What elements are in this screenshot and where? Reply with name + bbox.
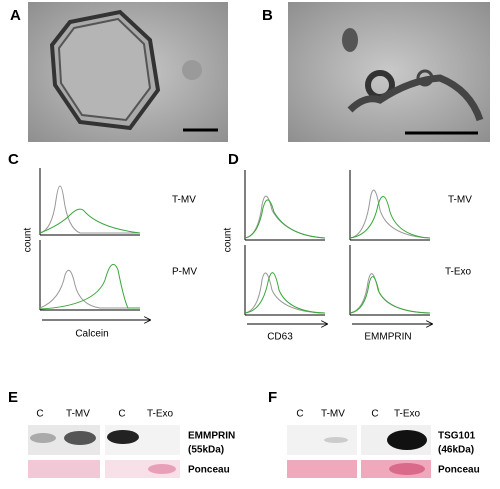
blot-f	[287, 425, 431, 478]
micrograph-b	[288, 2, 490, 142]
panel-label: A	[10, 7, 21, 24]
x-axis-label: CD63	[267, 332, 293, 343]
lane-label: T-MV	[66, 409, 90, 420]
lane-label: C	[371, 409, 378, 420]
x-axis-label: Calcein	[75, 329, 108, 340]
lane-label: T-Exo	[394, 409, 421, 420]
y-axis-label: count	[23, 228, 34, 253]
x-axis-label: EMMPRIN	[364, 332, 411, 343]
panel-label: C	[8, 151, 19, 168]
panel-label: D	[228, 151, 239, 168]
micrograph-a	[28, 2, 228, 142]
blot-label: TSG101	[438, 431, 476, 442]
blot-e	[28, 425, 180, 478]
stain-label: Ponceau	[188, 465, 230, 476]
panel-label: E	[8, 389, 18, 406]
lane-label: T-Exo	[147, 409, 174, 420]
stain-label: Ponceau	[438, 465, 480, 476]
lane-label: C	[36, 409, 43, 420]
panel-label: F	[268, 389, 277, 406]
row-label: T-Exo	[445, 267, 472, 278]
panel-label: B	[262, 7, 273, 24]
blot-label: (55kDa)	[188, 445, 224, 456]
row-label: T-MV	[448, 195, 472, 206]
row-label: T-MV	[172, 195, 196, 206]
histograms-d	[244, 170, 431, 316]
lane-label: C	[118, 409, 125, 420]
blot-label: (46kDa)	[438, 445, 474, 456]
blot-label: EMMPRIN	[188, 431, 235, 442]
lane-label: T-MV	[321, 409, 345, 420]
row-label: P-MV	[172, 267, 197, 278]
histograms-c	[39, 168, 141, 311]
y-axis-label: count	[223, 228, 234, 253]
lane-label: C	[296, 409, 303, 420]
